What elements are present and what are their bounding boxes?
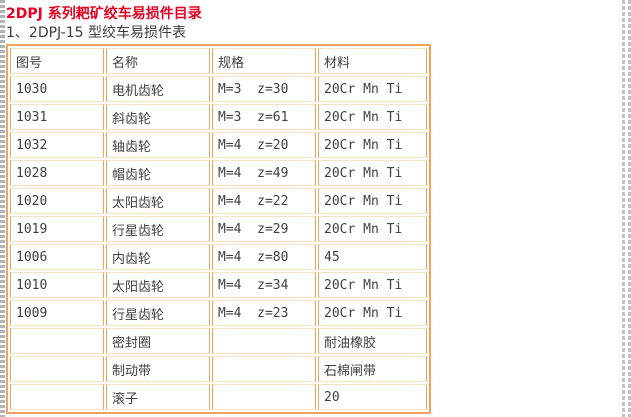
table-cell-material: 20Cr Mn Ti — [318, 300, 427, 326]
column-header-spec: 规格 — [212, 48, 316, 74]
table-cell-name: 斜齿轮 — [106, 104, 210, 130]
table-cell-name: 滚子 — [106, 384, 210, 410]
left-layout-guide-dashes — [0, 0, 6, 417]
table-cell-figure-no: 1006 — [10, 244, 104, 270]
table-cell-spec: M=4 z=23 — [212, 300, 316, 326]
table-cell-material: 20Cr Mn Ti — [318, 76, 427, 102]
table-cell-figure-no: 1020 — [10, 188, 104, 214]
table-cell-figure-no — [10, 328, 104, 354]
table-cell-material: 20Cr Mn Ti — [318, 216, 427, 242]
table-cell-spec: M=3 z=61 — [212, 104, 316, 130]
table-cell-figure-no: 1010 — [10, 272, 104, 298]
parts-table: 图号 名称 规格 材料 1030 电机齿轮 M=3 z=30 20Cr Mn Ti 10… — [6, 44, 431, 414]
guide-dash-column — [622, 0, 625, 417]
content-area: 2DPJ 系列耙矿绞车易损件目录 1、2DPJ-15 型绞车易损件表 图号 名称… — [6, 5, 431, 414]
table-row: 1020 太阳齿轮 M=4 z=22 20Cr Mn Ti — [10, 188, 427, 214]
page-title: 2DPJ 系列耙矿绞车易损件目录 — [6, 6, 202, 22]
table-row: 密封圈 耐油橡胶 — [10, 328, 427, 354]
header-row: 图号 名称 规格 材料 — [10, 48, 427, 74]
table-cell-material: 45 — [318, 244, 427, 270]
guide-dash-column — [628, 0, 631, 417]
table-cell-spec — [212, 328, 316, 354]
table-cell-figure-no — [10, 384, 104, 410]
table-cell-material: 20Cr Mn Ti — [318, 188, 427, 214]
table-cell-name: 内齿轮 — [106, 244, 210, 270]
table-row: 1009 行星齿轮 M=4 z=23 20Cr Mn Ti — [10, 300, 427, 326]
table-cell-spec: M=4 z=22 — [212, 188, 316, 214]
column-header-name: 名称 — [106, 48, 210, 74]
table-cell-material: 20Cr Mn Ti — [318, 160, 427, 186]
table-cell-figure-no: 1030 — [10, 76, 104, 102]
table-cell-figure-no: 1009 — [10, 300, 104, 326]
table-cell-spec: M=4 z=49 — [212, 160, 316, 186]
table-row: 1031 斜齿轮 M=3 z=61 20Cr Mn Ti — [10, 104, 427, 130]
table-cell-material: 20Cr Mn Ti — [318, 272, 427, 298]
table-cell-material: 石棉闸带 — [318, 356, 427, 382]
table-cell-material: 20Cr Mn Ti — [318, 132, 427, 158]
table-row: 1032 轴齿轮 M=4 z=20 20Cr Mn Ti — [10, 132, 427, 158]
table-cell-figure-no — [10, 356, 104, 382]
table-cell-name: 行星齿轮 — [106, 216, 210, 242]
table-row: 1028 帽齿轮 M=4 z=49 20Cr Mn Ti — [10, 160, 427, 186]
column-header-material: 材料 — [318, 48, 427, 74]
table-row: 制动带 石棉闸带 — [10, 356, 427, 382]
table-cell-name: 太阳齿轮 — [106, 188, 210, 214]
table-cell-material: 20 — [318, 384, 427, 410]
table-row: 1006 内齿轮 M=4 z=80 45 — [10, 244, 427, 270]
table-cell-spec: M=4 z=34 — [212, 272, 316, 298]
table-cell-figure-no: 1031 — [10, 104, 104, 130]
table-cell-name: 太阳齿轮 — [106, 272, 210, 298]
page-subtitle: 1、2DPJ-15 型绞车易损件表 — [6, 25, 186, 41]
table-cell-name: 电机齿轮 — [106, 76, 210, 102]
table-cell-name: 制动带 — [106, 356, 210, 382]
table-cell-name: 密封圈 — [106, 328, 210, 354]
table-cell-name: 行星齿轮 — [106, 300, 210, 326]
table-cell-figure-no: 1032 — [10, 132, 104, 158]
column-header-figure-no: 图号 — [10, 48, 104, 74]
table-row: 1019 行星齿轮 M=4 z=29 20Cr Mn Ti — [10, 216, 427, 242]
table-cell-name: 帽齿轮 — [106, 160, 210, 186]
table-cell-material: 20Cr Mn Ti — [318, 104, 427, 130]
table-cell-figure-no: 1019 — [10, 216, 104, 242]
table-cell-spec: M=3 z=30 — [212, 76, 316, 102]
right-layout-guide-dashes — [622, 0, 631, 417]
table-cell-spec: M=4 z=29 — [212, 216, 316, 242]
table-row: 滚子 20 — [10, 384, 427, 410]
table-cell-spec — [212, 356, 316, 382]
table-row: 1030 电机齿轮 M=3 z=30 20Cr Mn Ti — [10, 76, 427, 102]
table-cell-material: 耐油橡胶 — [318, 328, 427, 354]
table-cell-spec — [212, 384, 316, 410]
table-cell-spec: M=4 z=80 — [212, 244, 316, 270]
table-row: 1010 太阳齿轮 M=4 z=34 20Cr Mn Ti — [10, 272, 427, 298]
table-cell-spec: M=4 z=20 — [212, 132, 316, 158]
table-cell-figure-no: 1028 — [10, 160, 104, 186]
table-cell-name: 轴齿轮 — [106, 132, 210, 158]
